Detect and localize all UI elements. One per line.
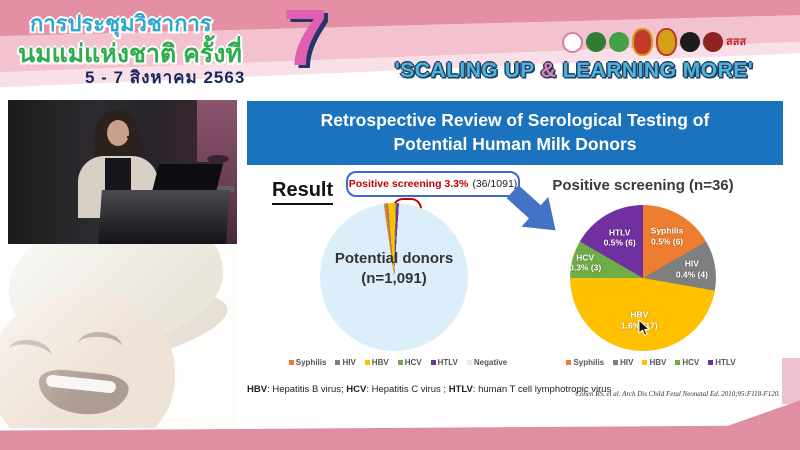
slogan-ampersand: & bbox=[540, 59, 557, 82]
green-public-health-logo-icon bbox=[609, 32, 629, 52]
pie-center-label-line2: (n=1,091) bbox=[361, 269, 427, 287]
callout-highlight: Positive screening 3.3% bbox=[348, 178, 469, 190]
legend-item-htlv: HTLV bbox=[430, 358, 458, 367]
legend-chip bbox=[675, 360, 681, 365]
pie-slice-label-htlv: HTLV 0.5% (6) bbox=[604, 227, 636, 248]
legend-label: HBV bbox=[371, 358, 389, 367]
edition-number: 7 bbox=[283, 0, 328, 82]
slice-name: HIV bbox=[684, 258, 699, 269]
pie-slice-label-hcv: HCV 0.3% (3) bbox=[569, 252, 601, 273]
legend-item-syphilis: Syphilis bbox=[288, 358, 327, 367]
dark-red-seal-logo-icon bbox=[703, 32, 723, 52]
legend-chip bbox=[466, 360, 472, 365]
legend-item-hiv: HIV bbox=[613, 358, 633, 367]
black-university-seal-logo-icon bbox=[680, 32, 700, 52]
result-heading: Result bbox=[272, 179, 334, 205]
legend-item-htlv: HTLV bbox=[708, 358, 736, 367]
footnote-desc: : Hepatitis C virus ; bbox=[366, 384, 449, 395]
legend-chip bbox=[708, 360, 714, 365]
legend-chip bbox=[288, 360, 294, 365]
slice-value: 0.4% (4) bbox=[675, 269, 708, 280]
royal-red-gold-emblem-logo-icon bbox=[632, 28, 653, 56]
slide-title-line1: Retrospective Review of Serological Test… bbox=[320, 110, 710, 131]
legend-label: HTLV bbox=[715, 358, 736, 367]
slide-title-line2: Potential Human Milk Donors bbox=[393, 134, 637, 154]
green-health-department-logo-icon bbox=[586, 32, 606, 52]
laptop-icon bbox=[152, 162, 224, 190]
pie-center-label: Potential donors (n=1,091) bbox=[320, 249, 468, 288]
pie-title-positive-screening: Positive screening (n=36) bbox=[552, 177, 734, 194]
citation: Cohen RS, et al. Arch Dis Child Fetal Ne… bbox=[575, 390, 780, 398]
footnote-abbr: HBV bbox=[247, 384, 268, 395]
legend-item-hcv: HCV bbox=[675, 358, 699, 367]
legend-label: HIV bbox=[620, 358, 634, 367]
legend-label: Syphilis bbox=[573, 358, 605, 367]
slogan-suffix: LEARNING MORE' bbox=[556, 59, 754, 82]
legend-chip bbox=[430, 360, 436, 365]
conference-banner: การประชุมวิชาการ นมแม่แห่งชาติ ครั้งที่ … bbox=[0, 0, 800, 95]
legend-potential-donors: Syphilis HIV HBV HCV HTLV Negative bbox=[280, 358, 516, 367]
footnote-desc: : Hepatitis B virus; bbox=[267, 384, 347, 395]
podium bbox=[98, 190, 230, 244]
slice-name: HBV bbox=[630, 309, 649, 320]
legend-label: HTLV bbox=[437, 358, 458, 367]
projection-screen-detail bbox=[207, 155, 229, 163]
abbreviation-footnote: HBV: Hepatitis B virus; HCV: Hepatitis C… bbox=[247, 384, 611, 395]
legend-label: Negative bbox=[473, 358, 508, 367]
slice-value: 0.5% (6) bbox=[651, 236, 684, 247]
screening-callout: Positive screening 3.3% (36/1091) bbox=[346, 171, 520, 197]
callout-detail: (36/1091) bbox=[472, 178, 518, 190]
conference-slogan: 'SCALING UP & LEARNING MORE' bbox=[350, 59, 798, 83]
baby-photo bbox=[0, 244, 237, 428]
speaker-face bbox=[107, 120, 129, 146]
royal-crown-emblem-logo-icon bbox=[656, 28, 677, 56]
pie-slice-label-syphilis: Syphilis 0.5% (6) bbox=[651, 226, 684, 247]
legend-label: HIV bbox=[342, 358, 356, 367]
legend-chip bbox=[397, 360, 403, 365]
pie-chart-potential-donors bbox=[320, 203, 468, 351]
slice-name: HCV bbox=[576, 251, 595, 262]
legend-item-negative: Negative bbox=[466, 358, 508, 367]
slice-name: Syphilis bbox=[650, 225, 684, 236]
mouse-cursor-icon bbox=[638, 318, 651, 341]
slogan-prefix: 'SCALING UP bbox=[394, 59, 541, 82]
legend-label: HCV bbox=[404, 358, 422, 367]
legend-item-hiv: HIV bbox=[335, 358, 356, 367]
slice-name: HTLV bbox=[608, 226, 631, 237]
legend-chip bbox=[566, 360, 572, 365]
footnote-abbr: HTLV bbox=[448, 384, 473, 395]
pie-center-label-line1: Potential donors bbox=[334, 250, 454, 267]
right-edge-wave bbox=[782, 358, 800, 404]
footnote-desc: : human T cell lymphotropic virus bbox=[472, 384, 612, 395]
legend-chip bbox=[613, 360, 619, 365]
slide-title-banner: Retrospective Review of Serological Test… bbox=[247, 101, 783, 165]
legend-chip bbox=[364, 360, 370, 365]
pie-slice-label-hiv: HIV 0.4% (4) bbox=[676, 259, 708, 280]
mother-and-child-foundation-logo-icon bbox=[562, 31, 583, 53]
legend-label: Syphilis bbox=[295, 358, 327, 367]
legend-item-syphilis: Syphilis bbox=[566, 358, 604, 367]
legend-label: HBV bbox=[649, 358, 667, 367]
legend-positive-screening: Syphilis HIV HBV HCV HTLV bbox=[556, 358, 746, 367]
conference-title-line2: นมแม่แห่งชาติ ครั้งที่ bbox=[18, 40, 242, 68]
legend-label: HCV bbox=[682, 358, 700, 367]
thai-health-promotion-logo: สสส bbox=[726, 36, 747, 48]
slice-value: 0.3% (3) bbox=[569, 262, 602, 273]
legend-item-hcv: HCV bbox=[397, 358, 422, 367]
footnote-abbr: HCV bbox=[346, 384, 367, 395]
conference-title-line1: การประชุมวิชาการ bbox=[30, 11, 212, 36]
legend-chip bbox=[642, 360, 648, 365]
speaker-video-frame[interactable] bbox=[8, 100, 237, 244]
legend-item-hbv: HBV bbox=[364, 358, 389, 367]
baby-photo-fade bbox=[0, 244, 237, 428]
slice-value: 0.5% (6) bbox=[603, 237, 636, 248]
sponsor-logo-strip: สสส bbox=[562, 28, 746, 56]
legend-item-hbv: HBV bbox=[642, 358, 666, 367]
legend-chip bbox=[335, 360, 341, 365]
conference-date: 5 - 7 สิงหาคม 2563 bbox=[85, 68, 246, 87]
